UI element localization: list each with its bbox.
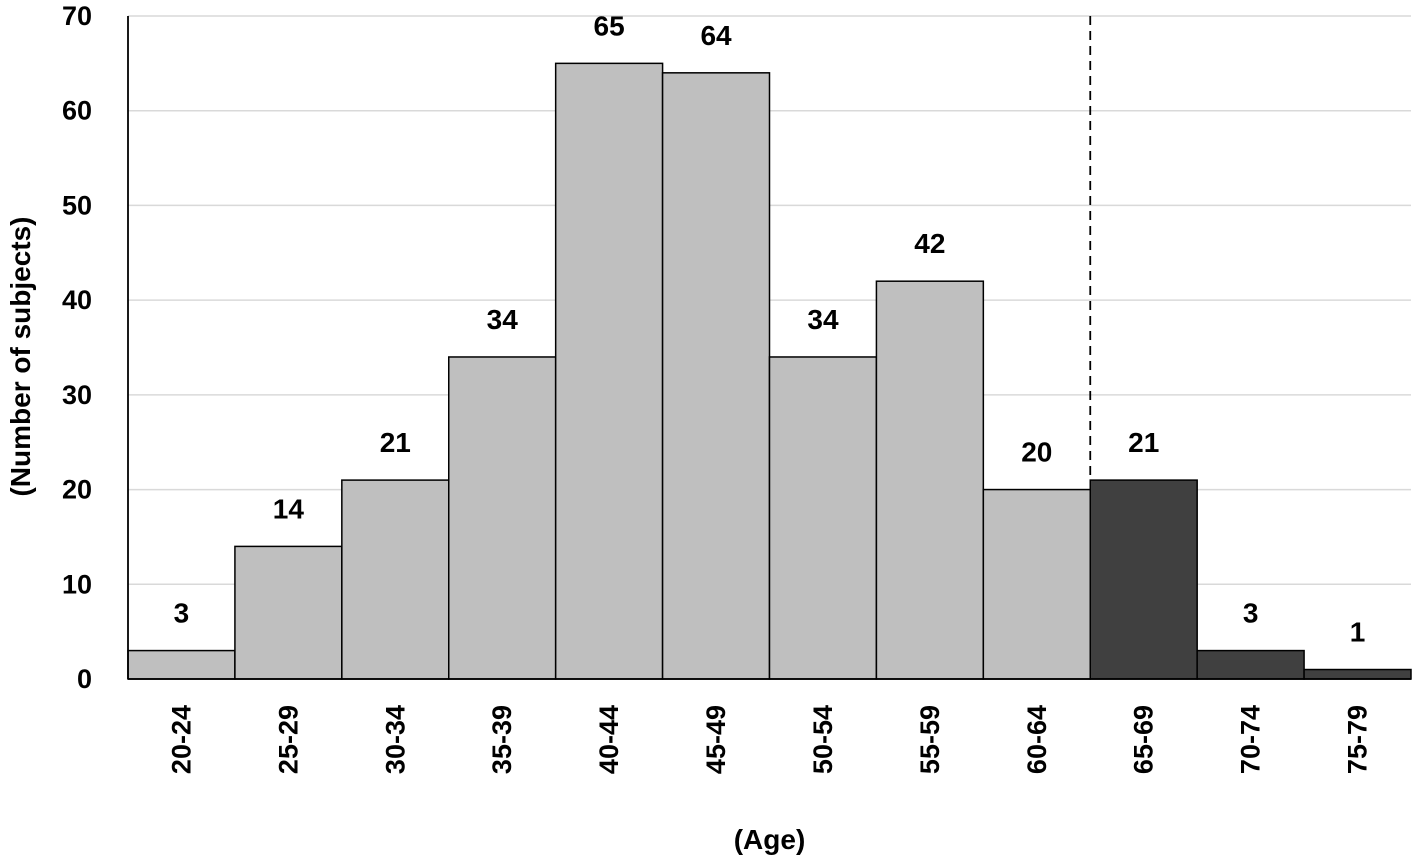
y-tick-label-30: 30 <box>62 380 92 410</box>
y-tick-label-60: 60 <box>62 96 92 126</box>
y-tick-label-50: 50 <box>62 190 92 220</box>
x-tick-label-60-64: 60-64 <box>1022 705 1052 774</box>
bar-60-64 <box>982 488 1091 680</box>
x-tick-label-55-59: 55-59 <box>915 705 945 774</box>
bar-70-74 <box>1196 649 1305 680</box>
data-label-65-69: 21 <box>1128 427 1159 458</box>
x-tick-label-30-34: 30-34 <box>380 705 410 774</box>
bar-65-69 <box>1089 479 1198 680</box>
bar-40-44 <box>554 62 664 680</box>
bar-75-79 <box>1303 668 1412 680</box>
data-label-20-24: 3 <box>174 598 190 629</box>
x-tick-labels: 20-24 25-29 30-34 35-39 40-44 45-49 50-54 55-59… <box>166 705 1372 774</box>
bar-30-34 <box>341 479 450 680</box>
x-tick-label-65-69: 65-69 <box>1129 705 1159 774</box>
data-label-25-29: 14 <box>273 493 305 524</box>
y-tick-label-10: 10 <box>62 569 92 599</box>
data-label-35-39: 34 <box>487 304 519 335</box>
data-label-45-49: 64 <box>700 20 732 51</box>
x-tick-label-75-79: 75-79 <box>1343 705 1373 774</box>
y-axis-title: (Number of subjects) <box>5 216 36 496</box>
bar-20-24 <box>127 649 236 680</box>
bar-50-54 <box>768 356 878 680</box>
y-tick-labels: 0 10 20 30 40 50 60 70 <box>62 1 92 694</box>
x-tick-label-20-24: 20-24 <box>166 705 196 774</box>
x-tick-label-50-54: 50-54 <box>808 705 838 774</box>
data-label-70-74: 3 <box>1243 598 1259 629</box>
data-label-60-64: 20 <box>1021 437 1052 468</box>
bar-35-39 <box>448 356 557 680</box>
y-tick-label-70: 70 <box>62 1 92 31</box>
y-tick-label-20: 20 <box>62 475 92 505</box>
bar-55-59 <box>875 280 985 680</box>
data-label-55-59: 42 <box>914 228 945 259</box>
x-tick-label-40-44: 40-44 <box>594 705 624 774</box>
data-label-75-79: 1 <box>1350 617 1366 648</box>
data-label-40-44: 65 <box>594 10 625 41</box>
x-axis-title: (Age) <box>734 824 806 855</box>
y-tick-label-0: 0 <box>77 664 92 694</box>
x-tick-label-25-29: 25-29 <box>273 705 303 774</box>
y-tick-label-40: 40 <box>62 285 92 315</box>
data-label-30-34: 21 <box>380 427 411 458</box>
x-tick-label-45-49: 45-49 <box>701 705 731 774</box>
data-label-50-54: 34 <box>807 304 839 335</box>
bar-45-49 <box>661 72 771 680</box>
bars <box>127 62 1412 680</box>
axes <box>127 16 1411 680</box>
bar-25-29 <box>234 545 343 680</box>
data-labels: 3 14 21 34 65 64 34 42 20 21 3 1 <box>174 10 1366 647</box>
x-tick-label-70-74: 70-74 <box>1236 705 1266 774</box>
x-tick-label-35-39: 35-39 <box>487 705 517 774</box>
